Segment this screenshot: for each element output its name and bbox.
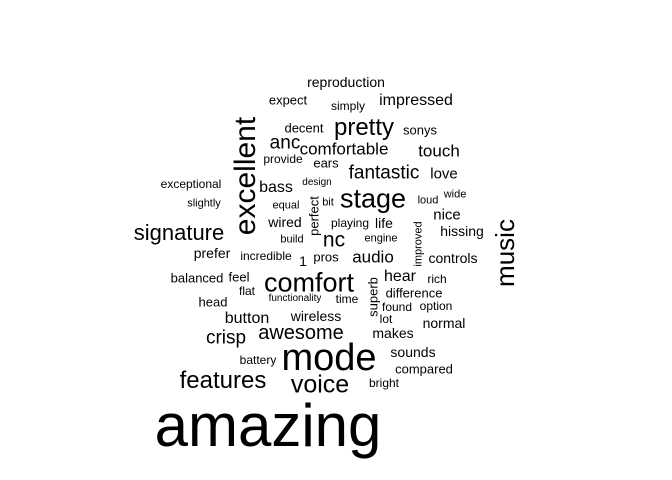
word-found: found xyxy=(381,300,413,314)
word-lot: lot xyxy=(379,312,393,326)
word-bass: bass xyxy=(259,179,293,196)
word-prefer: prefer xyxy=(193,245,231,261)
word-pros: pros xyxy=(313,249,339,265)
word-wireless: wireless xyxy=(290,308,342,324)
word-decent: decent xyxy=(284,120,324,136)
word-music: music xyxy=(490,219,520,287)
word-comfort: comfort xyxy=(263,267,355,298)
word-controls: controls xyxy=(428,250,478,266)
word-hissing: hissing xyxy=(440,223,484,239)
word-ears: ears xyxy=(313,155,339,171)
word-engine: engine xyxy=(364,232,398,245)
word-design: design xyxy=(302,177,332,188)
word-provide: provide xyxy=(263,152,303,166)
word-excellent: excellent xyxy=(229,116,262,236)
word-superb: superb xyxy=(365,277,381,317)
word-functionality: functionality xyxy=(268,293,322,304)
word-expect: expect xyxy=(268,92,308,108)
word-perfect: perfect xyxy=(306,196,322,236)
word-difference: difference xyxy=(385,285,443,301)
word-reproduction: reproduction xyxy=(307,74,385,90)
word-nice: nice xyxy=(433,206,461,224)
word-awesome: awesome xyxy=(258,322,344,344)
word-1: 1 xyxy=(299,253,307,269)
word-impressed: impressed xyxy=(379,92,453,109)
word-wired: wired xyxy=(268,214,302,230)
word-bright: bright xyxy=(368,376,400,390)
word-voice: voice xyxy=(290,370,350,399)
word-audio: audio xyxy=(352,247,394,267)
word-option: option xyxy=(419,299,453,313)
word-life: life xyxy=(375,215,393,231)
word-features: features xyxy=(179,367,267,394)
word-pretty: pretty xyxy=(333,114,395,141)
word-wide: wide xyxy=(443,188,467,201)
word-slightly: slightly xyxy=(187,197,221,210)
word-incredible: incredible xyxy=(240,249,292,263)
word-button: button xyxy=(224,310,270,327)
word-improved: improved xyxy=(412,221,425,267)
word-anc: anc xyxy=(269,132,301,154)
word-battery: battery xyxy=(239,353,277,367)
word-hear: hear xyxy=(383,268,417,285)
word-mode: mode xyxy=(281,337,377,379)
word-equal: equal xyxy=(272,199,300,212)
word-rich: rich xyxy=(427,272,447,286)
word-nc: nc xyxy=(322,228,346,252)
word-comfortable: comfortable xyxy=(299,139,389,159)
word-normal: normal xyxy=(422,315,466,331)
word-stage: stage xyxy=(339,183,407,214)
word-balanced: balanced xyxy=(170,270,224,286)
word-time: time xyxy=(335,292,359,306)
word-signature: signature xyxy=(133,220,225,245)
word-flat: flat xyxy=(238,284,256,298)
word-touch: touch xyxy=(418,141,460,161)
word-makes: makes xyxy=(372,325,414,341)
word-love: love xyxy=(430,165,458,183)
word-sonys: sonys xyxy=(403,122,437,138)
word-simply: simply xyxy=(330,99,366,113)
word-playing: playing xyxy=(330,216,370,230)
word-loud: loud xyxy=(417,194,439,207)
word-sounds: sounds xyxy=(390,344,436,360)
word-amazing: amazing xyxy=(154,392,382,459)
word-exceptional: exceptional xyxy=(160,177,222,191)
word-fantastic: fantastic xyxy=(348,162,420,184)
word-head: head xyxy=(198,294,228,310)
word-feel: feel xyxy=(228,269,250,285)
word-bit: bit xyxy=(322,196,334,209)
word-crisp: crisp xyxy=(205,327,247,349)
word-compared: compared xyxy=(395,361,453,377)
word-build: build xyxy=(280,233,304,246)
